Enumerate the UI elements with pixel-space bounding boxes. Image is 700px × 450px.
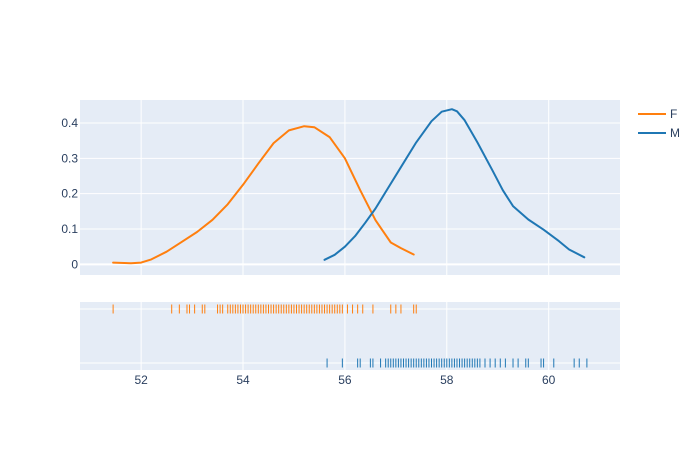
density-line-m[interactable]: [323, 108, 586, 261]
x-tick-label: 56: [338, 373, 352, 387]
x-axis-ticks: 52 54 56 58 60: [134, 373, 555, 387]
legend-item-m[interactable]: M: [638, 126, 680, 140]
x-tick-label: 54: [236, 373, 250, 387]
y-tick-label: 0.3: [61, 151, 78, 165]
legend-item-f[interactable]: F: [638, 107, 677, 121]
rug-gridlines: [80, 302, 620, 370]
main-gridlines: [80, 100, 620, 275]
rug-marks: [112, 304, 588, 368]
y-tick-label: 0: [71, 257, 78, 271]
y-tick-label: 0.2: [61, 187, 78, 201]
legend-label: F: [670, 107, 677, 121]
y-tick-label: 0.4: [61, 116, 78, 130]
density-line-f[interactable]: [112, 125, 415, 265]
x-tick-label: 52: [134, 373, 148, 387]
density-curves: [112, 108, 586, 265]
legend-label: M: [670, 126, 680, 140]
x-tick-label: 58: [440, 373, 454, 387]
legend[interactable]: FM: [638, 107, 680, 140]
rug-plot-area: [80, 302, 620, 370]
y-tick-label: 0.1: [61, 222, 78, 236]
main-plot-area: [80, 100, 620, 275]
y-axis-ticks: 0 0.1 0.2 0.3 0.4: [61, 116, 78, 271]
x-tick-label: 60: [542, 373, 556, 387]
